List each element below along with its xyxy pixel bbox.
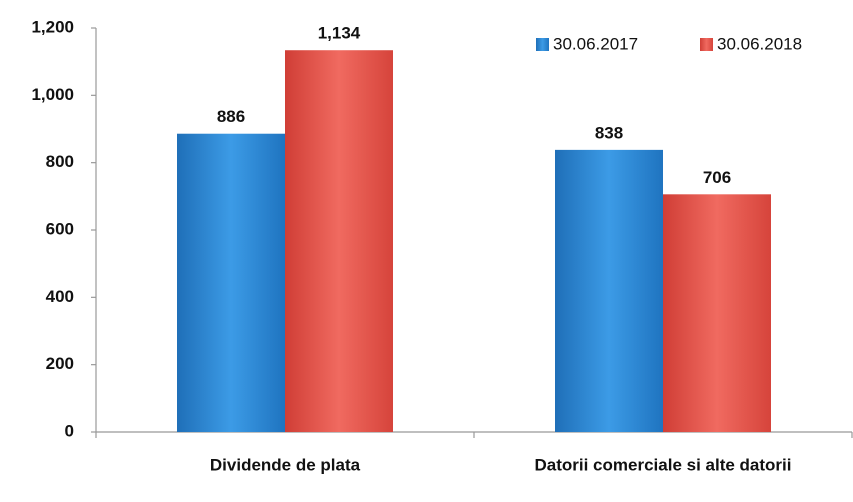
x-tick-label: Datorii comerciale si alte datorii <box>535 455 792 474</box>
value-label: 706 <box>703 168 731 187</box>
bar <box>177 133 285 433</box>
y-tick-label: 200 <box>46 354 74 373</box>
y-tick-label: 0 <box>65 421 74 440</box>
legend-label: 30.06.2018 <box>717 34 802 53</box>
value-label: 886 <box>217 107 245 126</box>
legend-swatch <box>700 38 713 51</box>
value-label: 838 <box>595 123 623 142</box>
legend-label: 30.06.2017 <box>553 34 638 53</box>
y-tick-label: 1,200 <box>31 17 74 36</box>
bar <box>285 50 393 432</box>
legend-swatch <box>536 38 549 51</box>
bar <box>555 149 663 432</box>
value-label: 1,134 <box>318 24 361 43</box>
y-tick-label: 1,000 <box>31 85 74 104</box>
y-tick-label: 400 <box>46 287 74 306</box>
y-tick-label: 800 <box>46 152 74 171</box>
y-tick-label: 600 <box>46 219 74 238</box>
bar <box>663 194 771 432</box>
x-tick-label: Dividende de plata <box>210 455 361 474</box>
